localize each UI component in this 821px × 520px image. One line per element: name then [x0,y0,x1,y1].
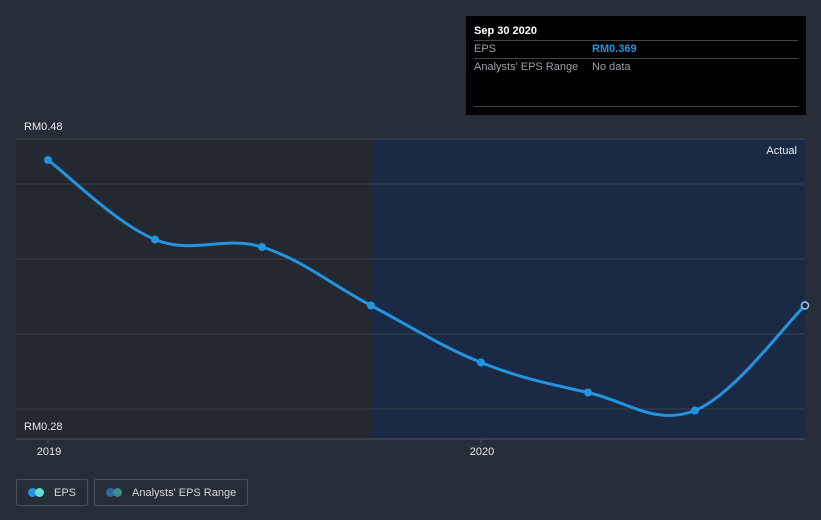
legend-analysts-range-button[interactable]: Analysts' EPS Range [94,479,249,506]
tooltip: Sep 30 2020 EPS RM0.369 Analysts' EPS Ra… [466,16,806,115]
x-tick-2020: 2020 [469,446,495,458]
eps-points[interactable] [44,156,810,415]
eps-data-point[interactable] [691,406,699,415]
tooltip-divider [474,106,798,107]
legend-analysts-range-label: Analysts' EPS Range [132,486,237,499]
eps-data-point[interactable] [44,156,52,164]
eps-data-point[interactable] [477,358,485,367]
analysts-range-legend-icon [106,488,123,497]
legend-eps-button[interactable]: EPS [16,479,89,506]
legend: EPS Analysts' EPS Range [16,479,249,506]
y-axis-bottom-label: RM0.28 [24,421,63,433]
eps-data-point[interactable] [258,243,266,251]
tooltip-row-eps: EPS RM0.369 [474,41,798,59]
tooltip-eps-label: EPS [474,43,497,55]
eps-data-point[interactable] [367,301,375,310]
eps-data-point[interactable] [151,235,159,244]
eps-data-point[interactable] [800,301,810,310]
eps-legend-icon [28,488,44,497]
actual-region-label: Actual [766,145,797,157]
tooltip-row-range: Analysts' EPS Range No data [474,59,798,76]
tooltip-range-label: Analysts' EPS Range [474,61,579,73]
x-tick-2019: 2019 [36,446,62,458]
eps-data-point[interactable] [584,388,592,397]
tooltip-eps-value: RM0.369 [592,43,637,55]
tooltip-date: Sep 30 2020 [474,16,798,41]
y-axis-top-label: RM0.48 [24,121,63,133]
legend-eps-label: EPS [54,486,77,499]
past-region [16,139,371,439]
tooltip-range-value: No data [592,61,631,73]
